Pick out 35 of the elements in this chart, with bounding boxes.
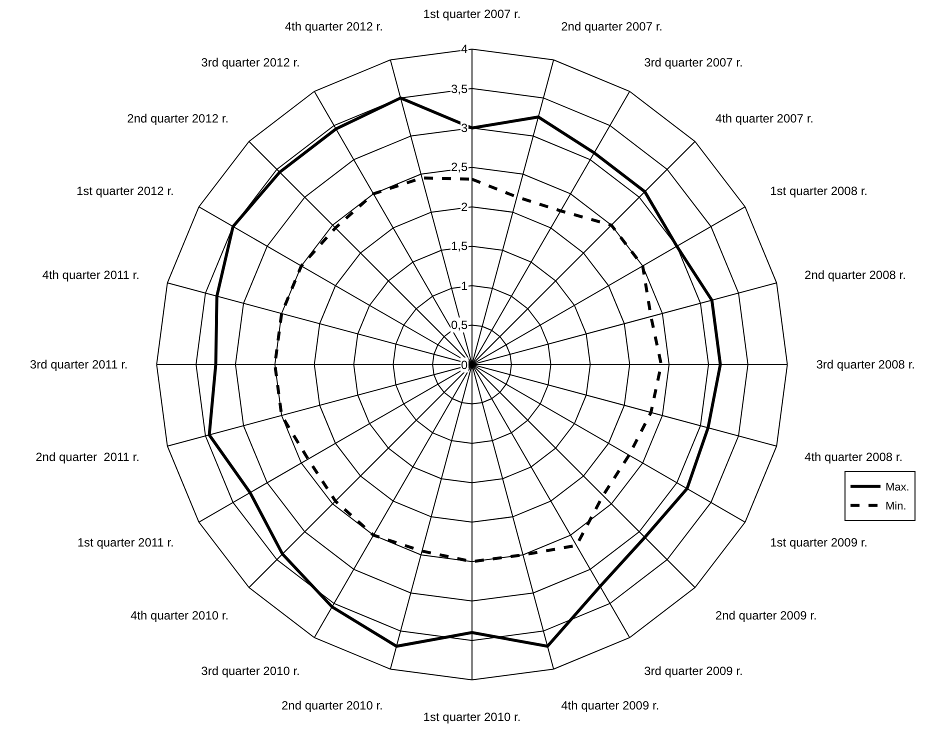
spoke-label: 1st quarter 2010 r. — [423, 710, 521, 724]
spoke-label: 4th quarter 2007 r. — [715, 111, 814, 126]
spoke-label: 4th quarter 2008 r. — [804, 450, 903, 464]
spoke-label: 2nd quarter 2008 r. — [804, 268, 906, 282]
y-tick-label: 1,5 — [451, 239, 468, 253]
y-tick-label: 2 — [461, 200, 468, 214]
spoke-label: 2nd quarter 2007 r. — [561, 20, 663, 34]
spoke-label: 4th quarter 2012 r. — [284, 20, 383, 34]
spoke-label: 2nd quarter 2010 r. — [281, 698, 383, 713]
spoke-label: 1st quarter 2008 r. — [770, 184, 868, 198]
spoke-label: 1st quarter 2009 r. — [770, 535, 868, 550]
y-tick-label: 0 — [461, 358, 468, 372]
spoke-label: 2nd quarter 2012 r. — [127, 111, 229, 126]
legend-label: Min. — [886, 500, 906, 513]
spoke-label: 4th quarter 2011 r. — [42, 268, 140, 282]
legend-label: Max. — [886, 482, 910, 494]
y-tick-label: 0,5 — [451, 318, 468, 332]
y-tick-label: 3 — [461, 121, 468, 135]
y-tick-label: 2,5 — [451, 160, 468, 174]
spoke-label: 3rd quarter 2011 r. — [30, 358, 128, 372]
spoke-label: 2nd quarter 2011 r. — [36, 450, 140, 464]
spoke-label: 3rd quarter 2007 r. — [644, 55, 743, 70]
spoke-label: 3rd quarter 2009 r. — [644, 664, 743, 678]
y-tick-label: 4 — [461, 42, 468, 56]
spoke-label: 3rd quarter 2010 r. — [201, 664, 300, 678]
spoke-label: 4th quarter 2009 r. — [561, 698, 660, 713]
spoke-label: 1st quarter 2011 r. — [77, 535, 174, 550]
y-tick-label: 1 — [461, 279, 468, 293]
spoke-label: 1st quarter 2007 r. — [423, 6, 521, 21]
y-tick-label: 3,5 — [451, 82, 468, 96]
spoke-label: 1st quarter 2012 r. — [76, 184, 174, 198]
spoke-label: 3rd quarter 2008 r. — [816, 358, 915, 372]
spoke-label: 3rd quarter 2012 r. — [201, 55, 300, 70]
spoke-label: 2nd quarter 2009 r. — [715, 608, 817, 622]
spoke-label: 4th quarter 2010 r. — [130, 608, 229, 622]
